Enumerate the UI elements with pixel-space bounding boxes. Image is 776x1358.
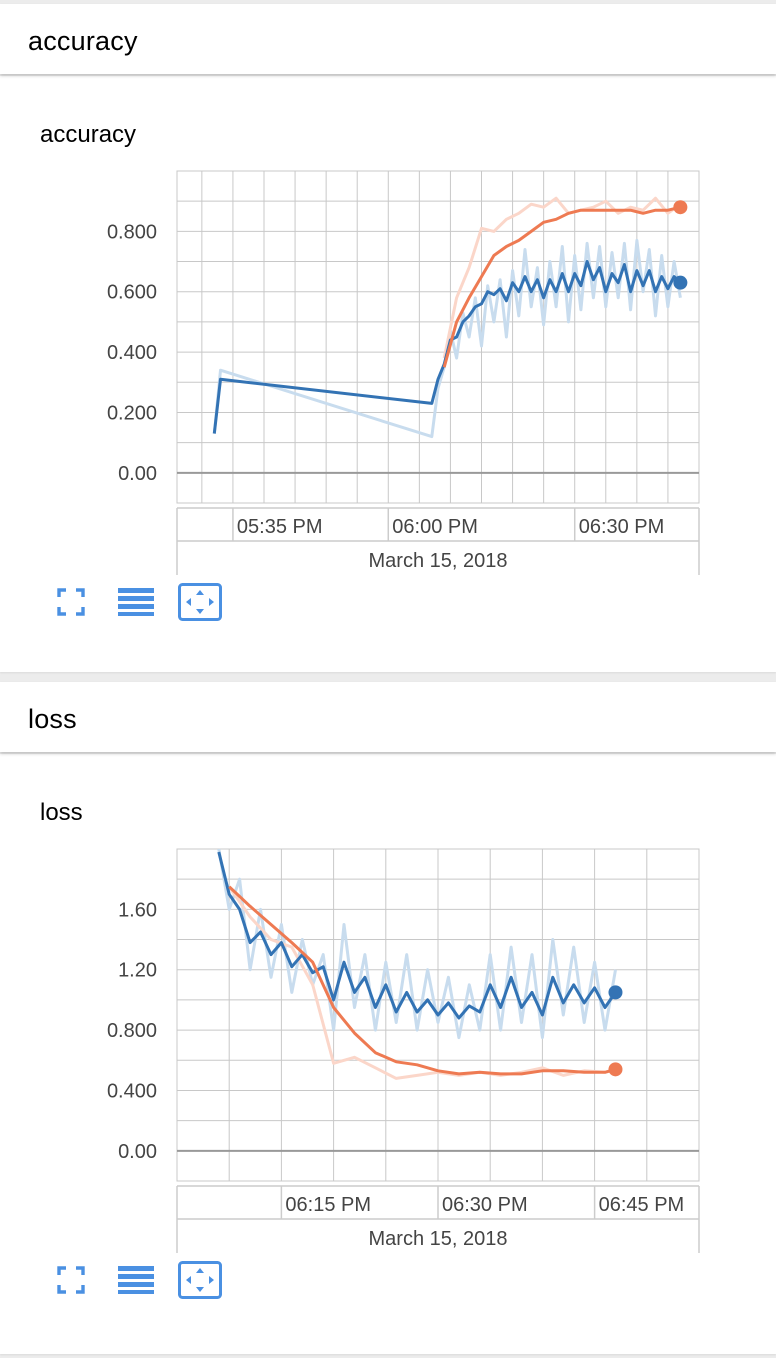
data-table-icon	[118, 1266, 154, 1294]
x-axis-date-label: March 15, 2018	[369, 550, 508, 572]
chart-title: loss	[40, 799, 83, 826]
series-last-point-marker	[608, 1062, 623, 1077]
data-table-button[interactable]	[116, 585, 156, 624]
series-smoothed-line	[217, 851, 617, 1020]
fit-domain-button[interactable]	[177, 1260, 223, 1305]
data-table-button[interactable]	[116, 1263, 156, 1302]
series-raw-line	[442, 196, 682, 359]
series-smoothed-line	[228, 885, 616, 1076]
chart-title: accuracy	[40, 121, 137, 148]
series-last-point-marker	[608, 985, 623, 1000]
series-smoothed-line	[442, 205, 681, 368]
fullscreen-icon	[57, 588, 85, 616]
x-tick-label: 06:15 PM	[285, 1194, 371, 1216]
fullscreen-button[interactable]	[56, 587, 86, 622]
x-axis-date-label: March 15, 2018	[369, 1228, 508, 1250]
y-tick-label: 0.800	[107, 221, 157, 243]
fit-domain-icon	[178, 583, 222, 621]
x-tick-label: 06:45 PM	[599, 1194, 685, 1216]
y-tick-label: 0.600	[107, 282, 157, 304]
plot-frame	[176, 170, 700, 504]
y-tick-label: 0.400	[107, 342, 157, 364]
x-tick-label: 06:30 PM	[579, 516, 665, 538]
group-header-title: accuracy	[28, 26, 138, 56]
y-tick-label: 0.800	[107, 1020, 157, 1042]
loss-chart-card: loss 0.00 0.400 0.800 1.20 1.60 06:15 PM 06:30…	[0, 754, 776, 1354]
y-tick-label: 1.20	[118, 960, 157, 982]
series-smoothed-line	[212, 260, 682, 434]
y-tick-label: 0.400	[107, 1080, 157, 1102]
loss-group-header[interactable]: loss	[0, 682, 776, 752]
y-tick-label: 0.200	[107, 402, 157, 424]
accuracy-group-header[interactable]: accuracy	[0, 4, 776, 74]
series-raw-line	[227, 885, 616, 1080]
y-tick-label: 0.00	[118, 1141, 157, 1163]
fit-domain-icon	[178, 1261, 222, 1299]
series-last-point-marker	[673, 200, 688, 215]
x-tick-label: 06:00 PM	[392, 516, 478, 538]
accuracy-chart[interactable]: 0.00 0.200 0.400 0.600 0.800 05:35 PM 06:00 PM…	[0, 76, 776, 576]
series-last-point-marker	[673, 275, 688, 290]
fit-domain-button[interactable]	[177, 582, 223, 627]
x-tick-label: 05:35 PM	[237, 516, 323, 538]
x-tick-label: 06:30 PM	[442, 1194, 528, 1216]
y-tick-label: 0.00	[118, 463, 157, 485]
fullscreen-button[interactable]	[56, 1265, 86, 1300]
y-tick-label: 1.60	[118, 899, 157, 921]
accuracy-chart-card: accuracy 0.00 0.200 0.400 0.600 0.800 05:35 P…	[0, 76, 776, 672]
plot-frame	[176, 848, 700, 1182]
group-header-title: loss	[28, 704, 77, 734]
data-table-icon	[118, 588, 154, 616]
loss-chart[interactable]: 0.00 0.400 0.800 1.20 1.60 06:15 PM 06:30 PM 06…	[0, 754, 776, 1254]
fullscreen-icon	[57, 1266, 85, 1294]
